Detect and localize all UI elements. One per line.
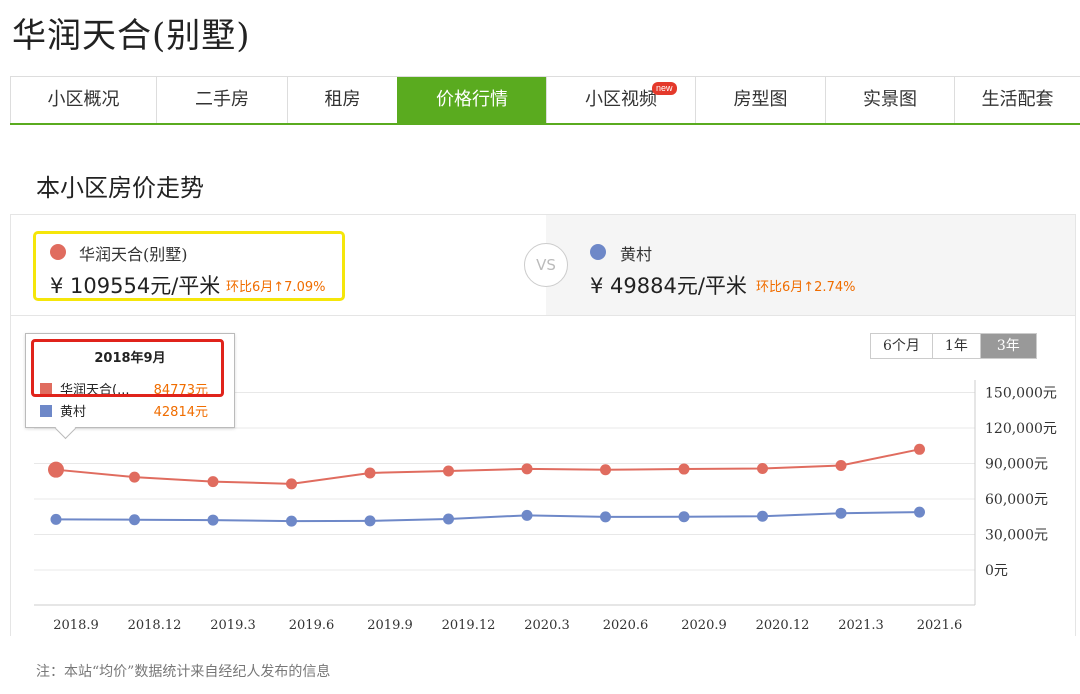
data-point <box>286 478 297 490</box>
tooltip-row-value: 42814元 <box>153 405 208 420</box>
tab-floorplan[interactable]: 房型图 <box>695 77 825 123</box>
tooltip-date: 2018年9月 <box>94 351 166 366</box>
data-point <box>678 511 690 523</box>
data-point <box>207 476 219 488</box>
vs-icon: VS <box>524 243 568 287</box>
x-tick-label: 2020.3 <box>524 618 570 633</box>
compare-panel: 华润天合(别墅) ¥ 109554元/平米 环比6月↑7.09% VS 黄村 ¥… <box>10 214 1076 316</box>
x-tick-label: 2020.6 <box>603 618 649 633</box>
tooltip-row: 黄村 42814元 <box>40 401 220 420</box>
tab-amenities[interactable]: 生活配套 <box>954 77 1080 123</box>
data-point <box>364 515 376 527</box>
y-tick-label: 0元 <box>985 563 1008 579</box>
data-point <box>521 509 533 521</box>
range-selector: 6个月 1年 3年 <box>870 333 1037 359</box>
data-point <box>48 461 64 478</box>
tab-secondhand[interactable]: 二手房 <box>156 77 287 123</box>
series-dot-right <box>590 244 606 260</box>
range-1y-button[interactable]: 1年 <box>931 334 980 358</box>
data-point <box>443 465 454 477</box>
data-point <box>600 464 611 476</box>
x-tick-label: 2018.12 <box>128 618 182 633</box>
highlight-box <box>33 231 345 301</box>
data-point <box>678 463 690 475</box>
y-tick-label: 120,000元 <box>985 421 1057 437</box>
page-title: 华润天合(别墅) <box>12 16 251 56</box>
data-point <box>207 514 219 526</box>
data-point <box>286 515 297 527</box>
compare-left-name: 华润天合(别墅) <box>79 245 188 264</box>
x-tick-label: 2019.12 <box>442 618 496 633</box>
data-point <box>835 507 847 519</box>
x-tick-label: 2019.6 <box>289 618 335 633</box>
tab-price-trend[interactable]: 价格行情 <box>397 77 546 123</box>
x-tick-label: 2021.3 <box>838 618 884 633</box>
series-swatch-icon <box>40 383 52 395</box>
data-point <box>914 443 925 455</box>
series-line <box>55 511 920 523</box>
tooltip-row-name: 黄村 <box>60 405 87 420</box>
data-point <box>757 462 768 474</box>
tab-rent[interactable]: 租房 <box>287 77 397 123</box>
data-point <box>443 513 454 525</box>
series-swatch-icon <box>40 405 52 417</box>
chart-panel <box>10 316 1076 636</box>
tab-overview[interactable]: 小区概况 <box>10 77 156 123</box>
data-point <box>129 514 140 526</box>
tooltip-highlight-box <box>31 339 224 397</box>
series-line <box>55 448 920 485</box>
x-tick-label: 2020.12 <box>756 618 810 633</box>
data-point <box>521 463 533 475</box>
y-tick-label: 30,000元 <box>985 528 1048 544</box>
range-6m-button[interactable]: 6个月 <box>871 334 932 358</box>
tab-video-label: 小区视频 <box>585 89 657 110</box>
compare-right-price: ¥ 49884元/平米 <box>590 274 747 298</box>
compare-right-ratio: 环比6月↑2.74% <box>756 280 856 295</box>
series-dot-left <box>50 244 66 260</box>
x-tick-label: 2019.3 <box>210 618 256 633</box>
x-tick-label: 2019.9 <box>367 618 413 633</box>
y-tick-label: 150,000元 <box>985 386 1057 402</box>
x-tick-label: 2018.9 <box>53 618 99 633</box>
chart-tooltip: 2018年9月 华润天合(... 84773元 黄村 42814元 <box>25 333 235 428</box>
data-point <box>50 513 62 525</box>
compare-left-price: ¥ 109554元/平米 <box>50 274 221 298</box>
footnote: 注：本站“均价”数据统计来自经纪人发布的信息 <box>36 664 331 680</box>
data-point <box>835 460 847 472</box>
new-badge: new <box>652 82 677 95</box>
data-point <box>914 506 925 518</box>
data-point <box>364 467 376 479</box>
data-point <box>129 471 140 483</box>
tab-video[interactable]: 小区视频 new <box>546 77 695 123</box>
compare-left-ratio: 环比6月↑7.09% <box>226 280 326 295</box>
x-tick-label: 2020.9 <box>681 618 727 633</box>
compare-right-bg <box>546 215 1075 315</box>
y-tick-label: 60,000元 <box>985 492 1048 508</box>
data-point <box>600 511 611 523</box>
range-3y-button[interactable]: 3年 <box>979 334 1036 358</box>
compare-right-name: 黄村 <box>620 245 653 264</box>
data-point <box>757 510 768 522</box>
tab-bar: 小区概况 二手房 租房 价格行情 小区视频 new 房型图 实景图 生活配套 <box>10 76 1080 125</box>
x-tick-label: 2021.6 <box>917 618 963 633</box>
tab-photos[interactable]: 实景图 <box>825 77 954 123</box>
y-tick-label: 90,000元 <box>985 457 1048 473</box>
section-title: 本小区房价走势 <box>36 174 204 202</box>
